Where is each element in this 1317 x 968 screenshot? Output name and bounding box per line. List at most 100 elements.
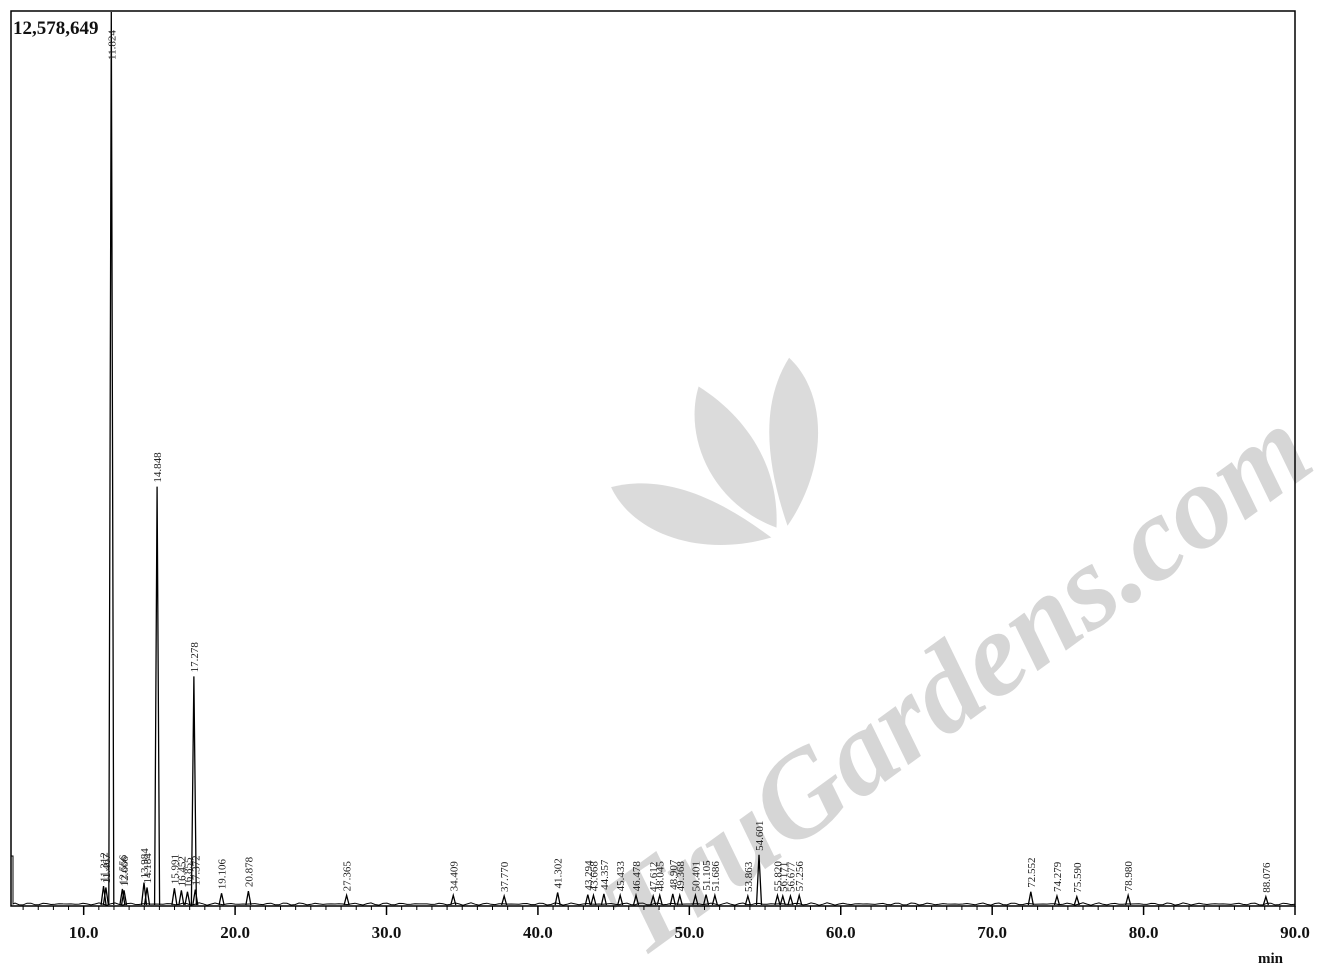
peak-mark	[692, 892, 699, 906]
peak-mark	[1027, 891, 1034, 906]
peak-mark	[102, 887, 110, 906]
peak-mark	[153, 486, 161, 906]
peak-mark	[600, 893, 608, 906]
peak-label: 47.612	[648, 862, 660, 892]
peak-mark	[650, 893, 657, 906]
peak-mark	[1125, 892, 1132, 906]
peak-mark	[1053, 893, 1061, 906]
x-tick-label: 50.0	[674, 923, 704, 942]
peak-mark	[450, 892, 457, 906]
peak-label: 49.368	[675, 861, 687, 892]
peak-label: 56.677	[785, 861, 797, 892]
peak-label: 14.848	[152, 452, 164, 483]
peak-mark	[656, 892, 663, 906]
peak-label: 53.863	[743, 861, 755, 892]
peak-label: 12.556	[117, 854, 129, 885]
peak-mark	[171, 888, 178, 906]
peak-mark	[632, 892, 640, 906]
watermark-text: TruGardens.com	[577, 380, 1317, 968]
y-max-label: 12,578,649	[13, 18, 99, 39]
peak-label: 56.171	[778, 862, 790, 892]
peak-label: 12.666	[119, 856, 131, 887]
peak-mark	[711, 892, 718, 906]
peak-mark	[184, 891, 191, 906]
peak-mark	[744, 893, 751, 906]
x-tick-label: 10.0	[69, 923, 99, 942]
peak-label: 11.312	[99, 852, 111, 882]
x-tick-label: 40.0	[523, 923, 553, 942]
peak-mark	[774, 892, 781, 906]
peak-mark	[755, 854, 763, 906]
peak-mark	[702, 894, 710, 906]
peak-mark	[120, 890, 128, 906]
x-tick-label: 20.0	[220, 923, 250, 942]
peak-label: 51.105	[701, 860, 713, 891]
peak-label: 51.686	[710, 861, 722, 892]
peak-label: 16.452	[176, 856, 188, 886]
peak-mark	[787, 893, 794, 906]
peak-label: 50.401	[690, 861, 702, 891]
plot-frame	[10, 10, 1296, 907]
peak-mark	[218, 893, 225, 906]
x-tick-label: 30.0	[372, 923, 402, 942]
peak-label: 44.357	[599, 859, 611, 890]
peak-label: 17.278	[189, 642, 201, 673]
x-tick-label: 90.0	[1280, 923, 1310, 942]
watermark: TruGardens.com	[577, 357, 1317, 968]
peak-mark	[143, 887, 151, 906]
peak-mark	[584, 894, 591, 906]
peak-mark	[245, 890, 252, 906]
x-tick-labels: 10.0 20.0 30.0 40.0 50.0 60.0 70.0 80.0 90.0	[69, 923, 1310, 942]
peak-label: 27.365	[342, 861, 354, 892]
peak-mark	[779, 893, 786, 906]
peak-label: 19.106	[217, 858, 229, 889]
peak-label: 43.294	[583, 860, 595, 891]
peak-label: 34.409	[448, 861, 460, 892]
watermark-leaf-logo	[611, 357, 818, 545]
peak-label: 46.478	[631, 861, 643, 892]
peak-mark	[554, 892, 561, 906]
peak-label: 88.076	[1261, 862, 1273, 893]
peak-mark	[617, 892, 624, 906]
x-tick-label: 60.0	[826, 923, 856, 942]
peak-mark	[590, 892, 597, 906]
peak-label: 14.184	[142, 853, 154, 884]
peak-label: 41.302	[553, 858, 565, 888]
peak-label: 75.590	[1072, 862, 1084, 893]
peak-mark	[178, 890, 185, 906]
peak-label: 11.824	[106, 30, 118, 60]
peak-mark	[190, 676, 198, 906]
peak-label: 72.552	[1026, 858, 1038, 888]
trace-group	[11, 855, 1296, 906]
x-axis-unit-label: min	[1258, 951, 1284, 967]
x-tick-label: 80.0	[1129, 923, 1159, 942]
peak-mark	[343, 892, 350, 906]
peak-label: 74.279	[1052, 861, 1064, 892]
peak-label: 48.907	[668, 859, 680, 890]
x-tick-label: 70.0	[977, 923, 1007, 942]
peak-mark	[796, 892, 803, 906]
peak-label: 15.991	[169, 854, 181, 884]
peak-mark	[1262, 894, 1269, 906]
peak-label: 37.770	[499, 861, 511, 892]
peak-label: 45.433	[615, 861, 627, 892]
peak-mark	[100, 886, 107, 906]
peak-mark	[676, 892, 683, 906]
baseline-trace	[11, 855, 1296, 906]
peak-label: 11.467	[101, 853, 113, 883]
peak-label: 55.820	[772, 861, 784, 892]
peak-label: 78.980	[1123, 861, 1135, 892]
peak-label: 17.372	[190, 855, 202, 885]
peak-label: 20.878	[243, 856, 255, 887]
peak-mark	[119, 888, 126, 906]
peak-label: 43.668	[588, 861, 600, 892]
peak-mark	[192, 889, 199, 906]
peak-label: 16.855	[182, 857, 194, 888]
peak-mark	[108, 11, 115, 906]
peak-mark	[1073, 894, 1080, 906]
peak-label: 54.601	[754, 821, 766, 851]
peak-label: 13.984	[139, 848, 151, 879]
major-ticks	[82, 906, 1296, 915]
